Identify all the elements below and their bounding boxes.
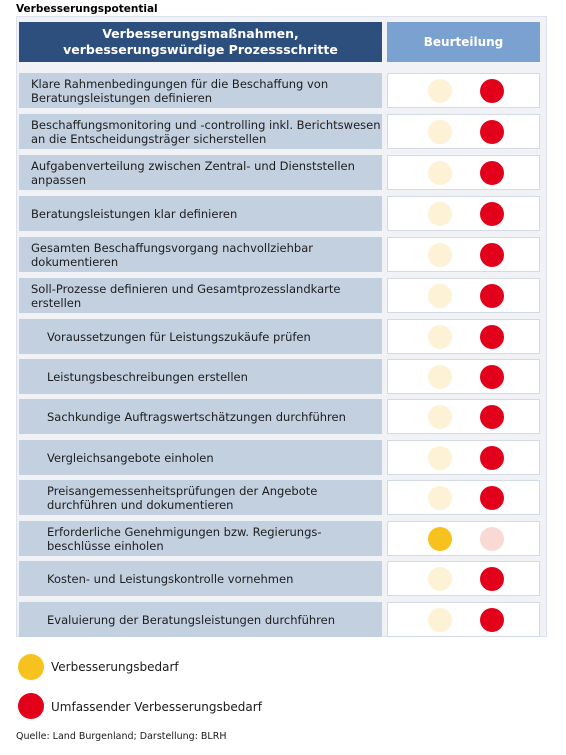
- rating-yellow-dot-icon: [428, 526, 452, 551]
- rating-red-dot-icon: [480, 445, 504, 470]
- table-row-label: Klare Rahmenbedingungen für die Beschaff…: [19, 73, 382, 108]
- table-row-rating-cell: [387, 399, 540, 434]
- table-row-label: Gesamten Beschaffungsvorgang nachvollzie…: [19, 237, 382, 272]
- rating-red-dot-icon: [480, 364, 504, 389]
- rating-yellow-dot-icon: [428, 201, 452, 226]
- header-measures-line1: Verbesserungsmaßnahmen,: [102, 26, 299, 41]
- rating-yellow-dot-icon: [428, 283, 452, 308]
- rating-yellow-dot-icon: [428, 242, 452, 267]
- rating-red-dot-icon: [480, 607, 504, 632]
- table-row-rating-cell: [387, 155, 540, 190]
- rating-red-dot-icon: [480, 242, 504, 267]
- table-row-label: Sachkundige Auftragswertschätzungen durc…: [19, 399, 382, 434]
- table-row-label: Kosten- und Leistungskontrolle vornehmen: [19, 561, 382, 596]
- table-row-label: Beratungsleistungen klar definieren: [19, 196, 382, 231]
- rating-yellow-dot-icon: [428, 324, 452, 349]
- table-row-rating-cell: [387, 359, 540, 394]
- rating-red-dot-icon: [480, 201, 504, 226]
- table-row-rating-cell: [387, 561, 540, 596]
- table-row-rating-cell: [387, 440, 540, 475]
- table-row-label: Aufgabenverteilung zwischen Zentral- und…: [19, 155, 382, 190]
- rating-red-dot-icon: [480, 119, 504, 144]
- rating-red-dot-icon: [480, 566, 504, 591]
- rating-yellow-dot-icon: [428, 445, 452, 470]
- rating-yellow-dot-icon: [428, 404, 452, 429]
- header-rating: Beurteilung: [387, 22, 540, 62]
- rating-red-dot-icon: [480, 324, 504, 349]
- table-row-label: Voraussetzungen für Leistungszukäufe prü…: [19, 319, 382, 354]
- table-row-rating-cell: [387, 196, 540, 231]
- table-row-label: Leistungsbeschreibungen erstellen: [19, 359, 382, 394]
- rating-red-dot-icon: [480, 404, 504, 429]
- table-row-label: Soll-Prozesse definieren und Gesamtproze…: [19, 278, 382, 313]
- rating-yellow-dot-icon: [428, 607, 452, 632]
- table-row-rating-cell: [387, 73, 540, 108]
- rating-red-dot-icon: [480, 526, 504, 551]
- table-row-rating-cell: [387, 278, 540, 313]
- rating-red-dot-icon: [480, 78, 504, 103]
- table-row-label: Erforderliche Genehmigungen bzw. Regieru…: [19, 521, 382, 556]
- table-row-rating-cell: [387, 319, 540, 354]
- legend-red-dot-icon: [18, 693, 44, 719]
- page-title: Verbesserungspotential: [16, 3, 158, 15]
- table-row-label: Vergleichsangebote einholen: [19, 440, 382, 475]
- table-row-rating-cell: [387, 237, 540, 272]
- rating-red-dot-icon: [480, 485, 504, 510]
- legend-yellow-dot-icon: [18, 654, 44, 680]
- table-row-label: Preisangemessenheitsprüfungen der Angebo…: [19, 480, 382, 515]
- rating-yellow-dot-icon: [428, 119, 452, 144]
- rating-yellow-dot-icon: [428, 78, 452, 103]
- source-note: Quelle: Land Burgenland; Darstellung: BL…: [16, 731, 227, 742]
- rating-red-dot-icon: [480, 160, 504, 185]
- rating-red-dot-icon: [480, 283, 504, 308]
- table-row-rating-cell: [387, 602, 540, 637]
- rating-yellow-dot-icon: [428, 566, 452, 591]
- rating-yellow-dot-icon: [428, 364, 452, 389]
- table-row-label: Evaluierung der Beratungsleistungen durc…: [19, 602, 382, 637]
- header-measures: Verbesserungsmaßnahmen, verbesserungswür…: [19, 22, 382, 62]
- header-measures-line2: verbesserungswürdige Prozessschritte: [63, 42, 338, 57]
- table-row-rating-cell: [387, 480, 540, 515]
- table-row-rating-cell: [387, 114, 540, 149]
- table-row-rating-cell: [387, 521, 540, 556]
- legend-yellow-label: Verbesserungsbedarf: [51, 660, 179, 674]
- table-row-label: Beschaffungsmonitoring und -controlling …: [19, 114, 382, 149]
- rating-yellow-dot-icon: [428, 160, 452, 185]
- legend-red-label: Umfassender Verbesserungsbedarf: [51, 700, 262, 714]
- rating-yellow-dot-icon: [428, 485, 452, 510]
